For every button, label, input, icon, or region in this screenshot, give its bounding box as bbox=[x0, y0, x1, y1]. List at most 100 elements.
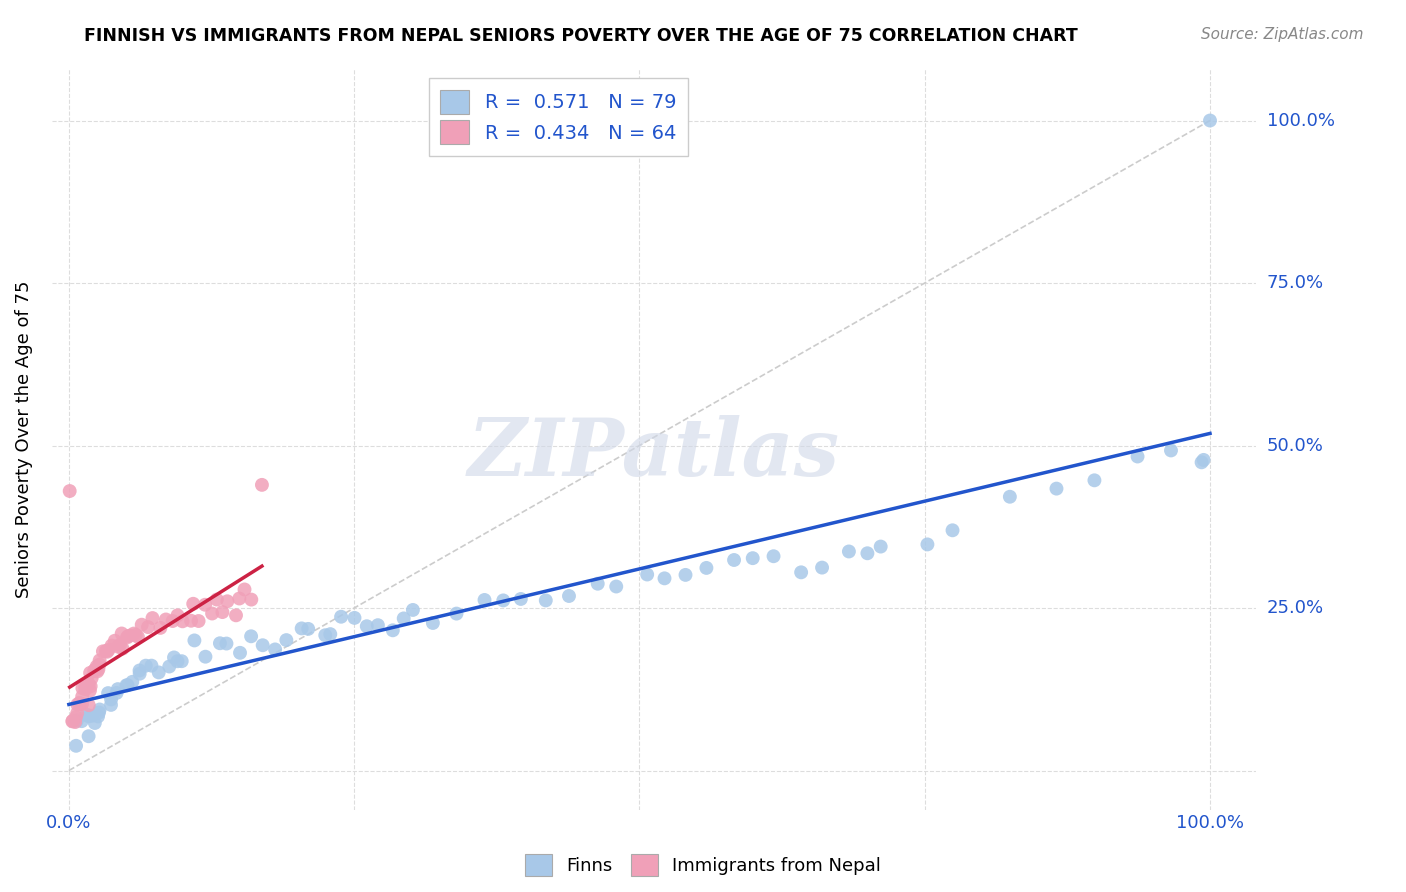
Point bbox=[66, 714, 89, 728]
Point bbox=[83, 664, 105, 678]
Point bbox=[65, 739, 87, 753]
Point bbox=[869, 540, 891, 554]
Point bbox=[100, 698, 122, 712]
Point bbox=[135, 658, 157, 673]
Point bbox=[381, 624, 404, 638]
Point bbox=[65, 710, 87, 724]
Point bbox=[166, 654, 188, 668]
Point bbox=[127, 630, 149, 644]
Point bbox=[170, 654, 193, 668]
Point bbox=[121, 674, 143, 689]
Point bbox=[79, 683, 101, 698]
Point bbox=[654, 571, 676, 585]
Point bbox=[217, 594, 239, 608]
Point bbox=[100, 692, 122, 706]
Point bbox=[115, 631, 138, 645]
Point bbox=[264, 642, 287, 657]
Point bbox=[97, 686, 120, 700]
Point bbox=[208, 636, 231, 650]
Point bbox=[1160, 443, 1182, 458]
Point bbox=[723, 553, 745, 567]
Point bbox=[194, 649, 217, 664]
Text: ZIPatlas: ZIPatlas bbox=[468, 415, 839, 492]
Point bbox=[240, 629, 263, 643]
Point bbox=[117, 629, 139, 643]
Point bbox=[228, 591, 250, 606]
Point bbox=[194, 598, 217, 612]
Point bbox=[695, 561, 717, 575]
Point bbox=[392, 611, 415, 625]
Point bbox=[70, 697, 93, 711]
Point bbox=[201, 607, 224, 621]
Point bbox=[80, 671, 103, 685]
Point bbox=[149, 621, 172, 635]
Point bbox=[330, 609, 353, 624]
Text: FINNISH VS IMMIGRANTS FROM NEPAL SENIORS POVERTY OVER THE AGE OF 75 CORRELATION : FINNISH VS IMMIGRANTS FROM NEPAL SENIORS… bbox=[84, 27, 1078, 45]
Point bbox=[131, 617, 153, 632]
Point bbox=[534, 593, 557, 607]
Point bbox=[75, 682, 97, 697]
Point bbox=[252, 638, 274, 652]
Legend: R =  0.571   N = 79, R =  0.434   N = 64: R = 0.571 N = 79, R = 0.434 N = 64 bbox=[429, 78, 688, 156]
Point bbox=[96, 645, 118, 659]
Point bbox=[86, 659, 108, 673]
Point bbox=[605, 580, 627, 594]
Point bbox=[1126, 450, 1149, 464]
Point bbox=[72, 681, 94, 696]
Point bbox=[166, 608, 188, 623]
Point bbox=[141, 611, 163, 625]
Point bbox=[100, 639, 122, 653]
Point bbox=[162, 614, 184, 628]
Point bbox=[225, 608, 247, 623]
Text: 75.0%: 75.0% bbox=[1267, 274, 1324, 292]
Point bbox=[675, 568, 697, 582]
Point bbox=[297, 622, 319, 636]
Point bbox=[97, 643, 120, 657]
Point bbox=[636, 567, 658, 582]
Y-axis label: Seniors Poverty Over the Age of 75: Seniors Poverty Over the Age of 75 bbox=[15, 280, 32, 598]
Point bbox=[422, 615, 444, 630]
Point bbox=[446, 607, 468, 621]
Point bbox=[111, 641, 134, 656]
Text: Source: ZipAtlas.com: Source: ZipAtlas.com bbox=[1201, 27, 1364, 42]
Point bbox=[120, 628, 142, 642]
Point bbox=[87, 709, 110, 723]
Point bbox=[89, 657, 111, 672]
Point bbox=[148, 665, 170, 680]
Point bbox=[240, 592, 263, 607]
Point bbox=[111, 626, 134, 640]
Point bbox=[125, 628, 148, 642]
Point bbox=[136, 620, 159, 634]
Point bbox=[75, 707, 97, 722]
Point bbox=[75, 680, 97, 694]
Text: 25.0%: 25.0% bbox=[1267, 599, 1324, 617]
Point bbox=[229, 646, 252, 660]
Point bbox=[63, 714, 86, 729]
Point bbox=[356, 619, 378, 633]
Point bbox=[79, 665, 101, 680]
Point bbox=[80, 708, 103, 723]
Point bbox=[77, 729, 100, 743]
Point bbox=[1191, 455, 1213, 469]
Point bbox=[343, 611, 366, 625]
Point bbox=[66, 698, 89, 712]
Point bbox=[509, 591, 531, 606]
Point bbox=[128, 664, 150, 678]
Point bbox=[107, 640, 129, 654]
Point bbox=[163, 650, 186, 665]
Point bbox=[69, 697, 91, 711]
Point bbox=[233, 582, 256, 597]
Text: 50.0%: 50.0% bbox=[1267, 436, 1323, 455]
Point bbox=[141, 658, 163, 673]
Point bbox=[157, 659, 180, 673]
Legend: Finns, Immigrants from Nepal: Finns, Immigrants from Nepal bbox=[517, 847, 889, 883]
Point bbox=[276, 633, 298, 648]
Point bbox=[117, 678, 139, 692]
Point bbox=[107, 682, 129, 697]
Point bbox=[319, 627, 342, 641]
Point bbox=[558, 589, 581, 603]
Point bbox=[205, 592, 228, 607]
Point bbox=[108, 638, 131, 652]
Point bbox=[79, 679, 101, 693]
Point bbox=[811, 560, 834, 574]
